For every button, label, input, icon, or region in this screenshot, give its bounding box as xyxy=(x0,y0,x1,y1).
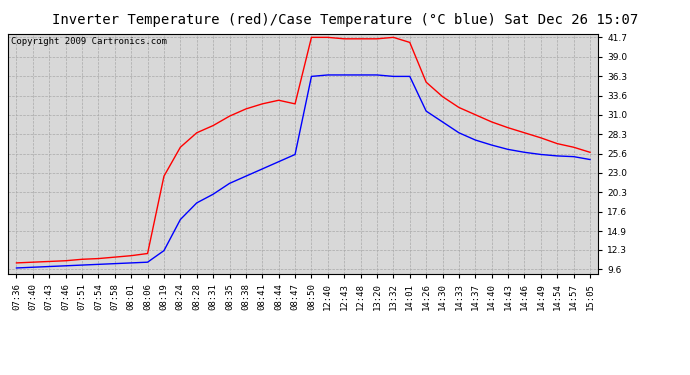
Text: Copyright 2009 Cartronics.com: Copyright 2009 Cartronics.com xyxy=(11,38,167,46)
Text: Inverter Temperature (red)/Case Temperature (°C blue) Sat Dec 26 15:07: Inverter Temperature (red)/Case Temperat… xyxy=(52,13,638,27)
